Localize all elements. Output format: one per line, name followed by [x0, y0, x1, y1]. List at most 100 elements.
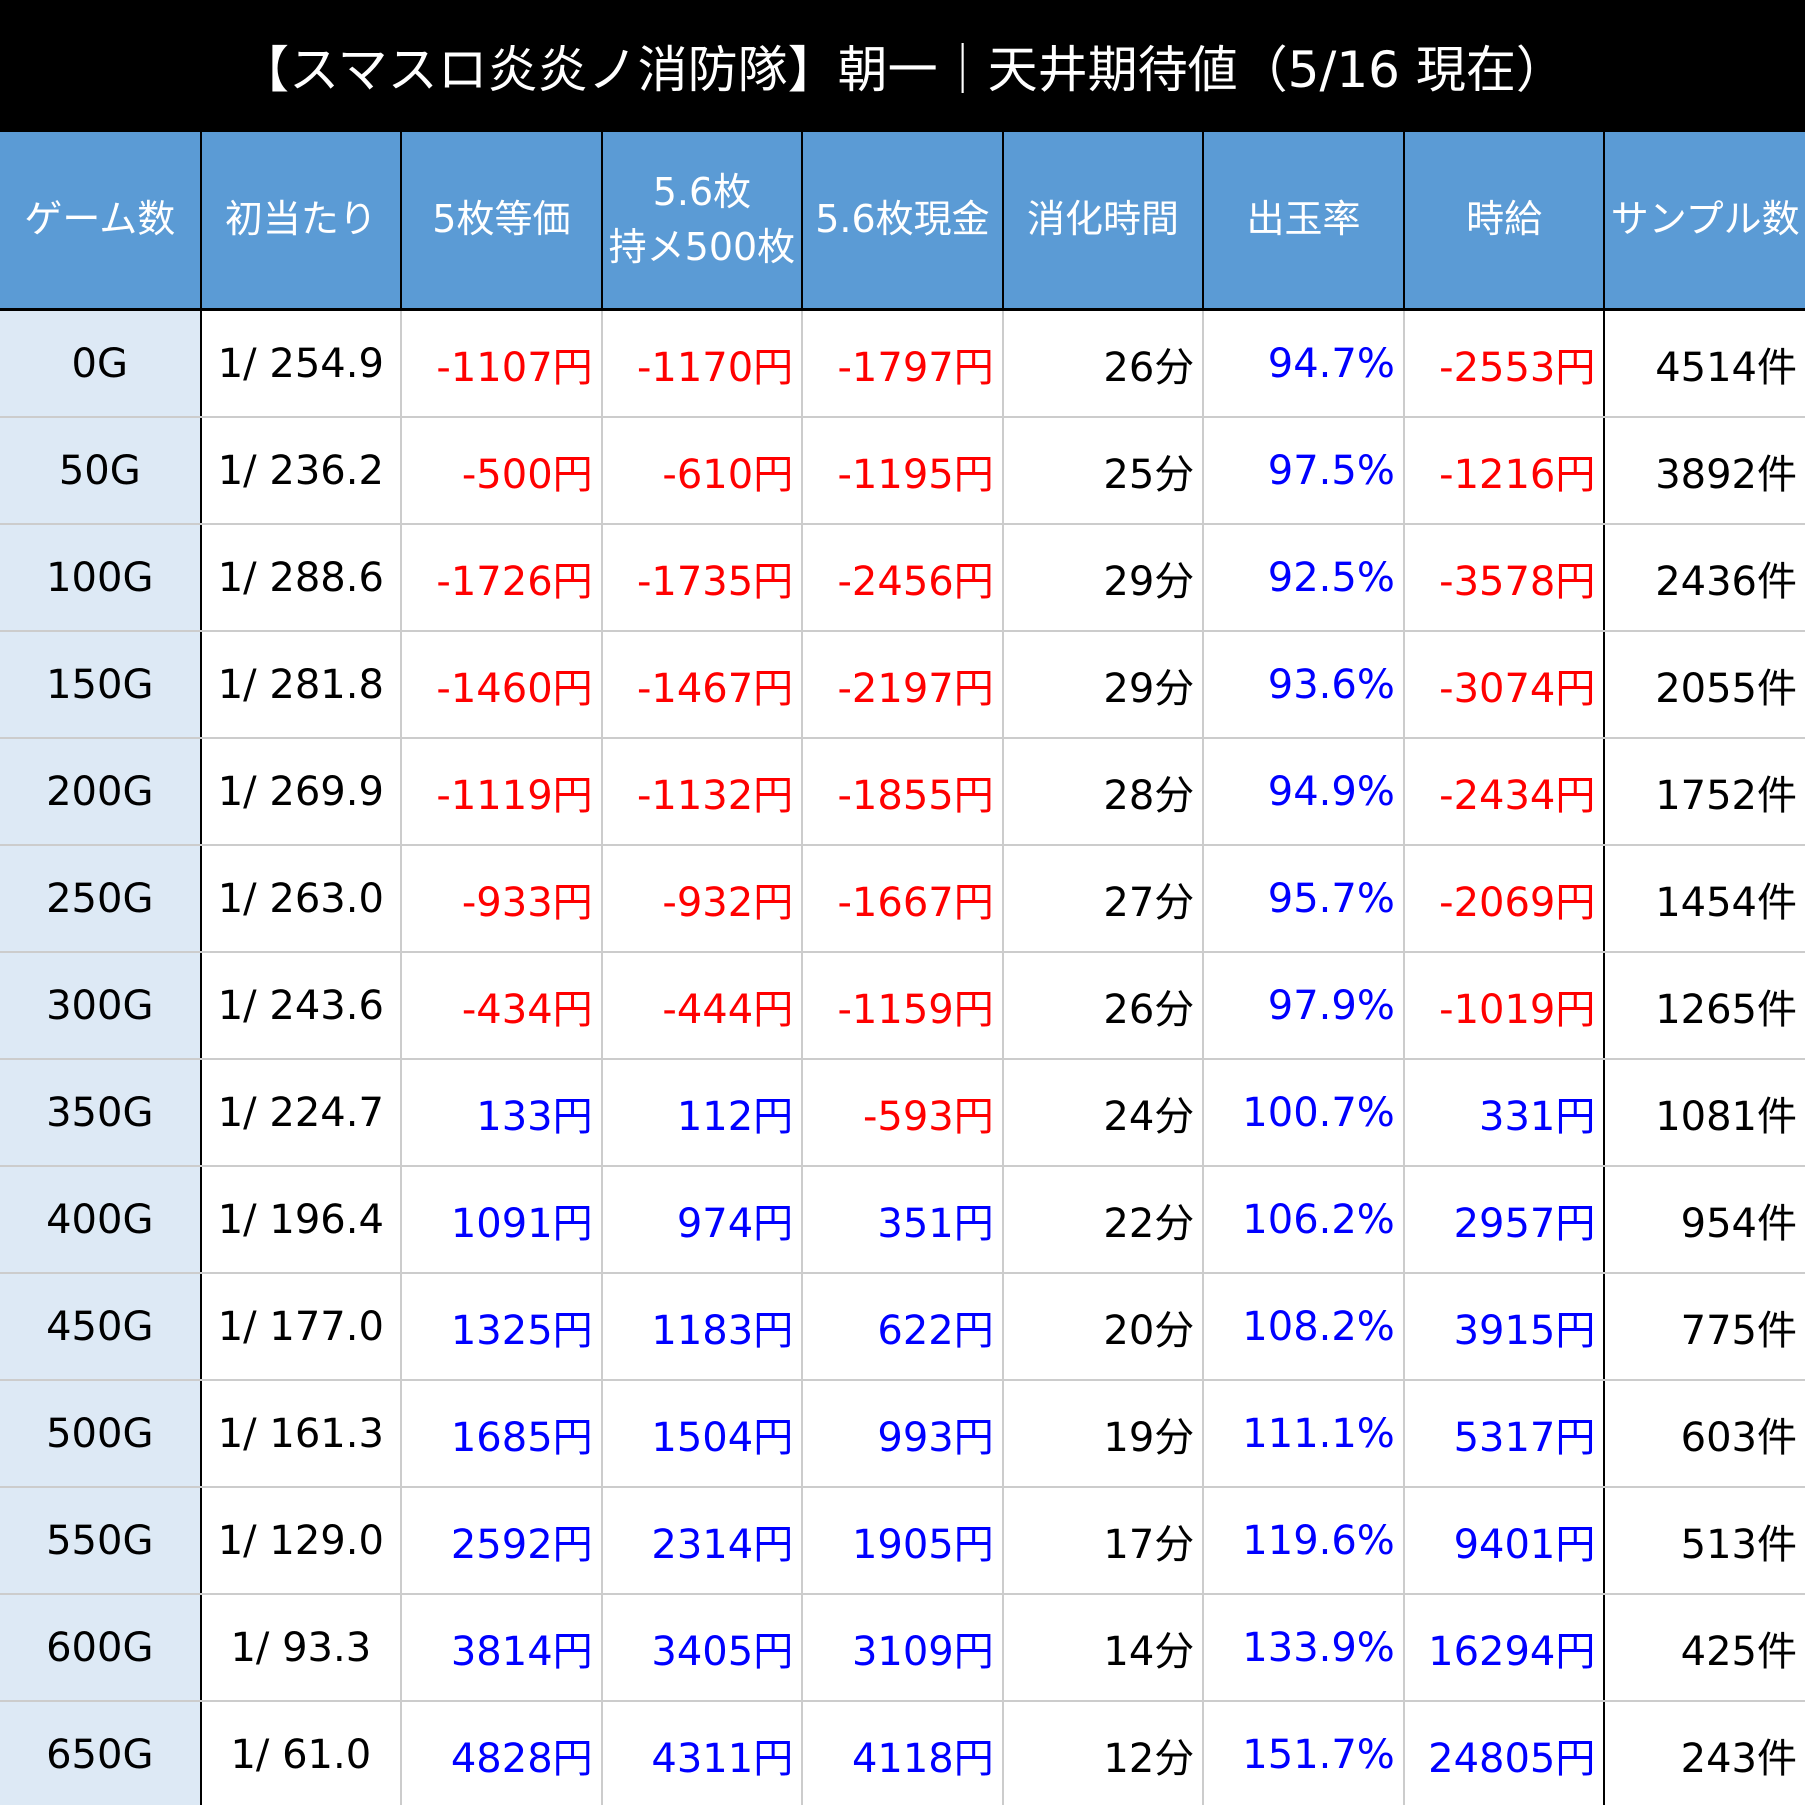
table-body: 0G 1/ 254.9 -1107円 -1170円 -1797円 26分 94.7% -255… [0, 309, 1805, 1805]
table-cell: 97.9% [1203, 952, 1405, 1060]
table-cell: 1265件 [1604, 952, 1805, 1060]
table-cell: -1132円 [601, 738, 804, 846]
table-cell: 400G [0, 1166, 202, 1274]
table-cell: 2957円 [1403, 1166, 1606, 1274]
table-cell: 27分 [1002, 845, 1205, 953]
table-cell: -2197円 [802, 631, 1004, 739]
table-row: 50G 1/ 236.2 -500円 -610円 -1195円 25分 97.5% -1216… [0, 417, 1805, 525]
table-cell: 425件 [1604, 1594, 1805, 1702]
table-cell: 4828円 [401, 1701, 603, 1805]
table-cell: -1195円 [802, 417, 1004, 525]
table-cell: 150G [0, 631, 202, 739]
table-cell: 4311円 [601, 1701, 804, 1805]
table-cell: -610円 [601, 417, 804, 525]
table-row: 650G 1/ 61.0 4828円 4311円 4118円 12分 151.7% 24805… [0, 1701, 1805, 1805]
table-cell: 622円 [802, 1273, 1004, 1381]
table-cell: -1119円 [401, 738, 603, 846]
table-cell: 25分 [1002, 417, 1205, 525]
table-cell: 603件 [1604, 1380, 1805, 1488]
table-cell: 111.1% [1203, 1380, 1405, 1488]
table-cell: 1/ 281.8 [200, 631, 403, 739]
table-cell: 1/ 224.7 [200, 1059, 403, 1167]
table-cell: 775件 [1604, 1273, 1805, 1381]
table-cell: 2436件 [1604, 524, 1805, 632]
table-cell: 600G [0, 1594, 202, 1702]
table-cell: 1/ 61.0 [200, 1701, 403, 1805]
table-cell: 97.5% [1203, 417, 1405, 525]
table-cell: 350G [0, 1059, 202, 1167]
table-row: 300G 1/ 243.6 -434円 -444円 -1159円 26分 97.9% -101… [0, 952, 1805, 1060]
table-cell: 500G [0, 1380, 202, 1488]
table-cell: -1735円 [601, 524, 804, 632]
table-cell: 151.7% [1203, 1701, 1405, 1805]
table-cell: 24分 [1002, 1059, 1205, 1167]
table-cell: 119.6% [1203, 1487, 1405, 1595]
table-cell: 243件 [1604, 1701, 1805, 1805]
table-cell: -1460円 [401, 631, 603, 739]
table-cell: 351円 [802, 1166, 1004, 1274]
table-cell: 1454件 [1604, 845, 1805, 953]
table-cell: -1855円 [802, 738, 1004, 846]
table-cell: 19分 [1002, 1380, 1205, 1488]
table-cell: -1107円 [401, 309, 603, 418]
column-header: 出玉率 [1203, 132, 1405, 311]
table-row: 250G 1/ 263.0 -933円 -932円 -1667円 27分 95.7% -206… [0, 845, 1805, 953]
table-cell: 1/ 269.9 [200, 738, 403, 846]
table-cell: 3892件 [1604, 417, 1805, 525]
table-cell: 100G [0, 524, 202, 632]
table-cell: 0G [0, 309, 202, 418]
column-header: ゲーム数 [0, 132, 202, 311]
table-cell: 108.2% [1203, 1273, 1405, 1381]
table-cell: 200G [0, 738, 202, 846]
table-row: 550G 1/ 129.0 2592円 2314円 1905円 17分 119.6% 9401… [0, 1487, 1805, 1595]
table-cell: 1/ 236.2 [200, 417, 403, 525]
table-cell: 100.7% [1203, 1059, 1405, 1167]
column-header: 5.6枚現金 [802, 132, 1004, 311]
title: 【スマスロ炎炎ノ消防隊】朝一｜天井期待値（5/16 現在） [0, 0, 1805, 132]
table-cell: -1797円 [802, 309, 1004, 418]
table-cell: -3074円 [1403, 631, 1606, 739]
table-cell: -1467円 [601, 631, 804, 739]
table-row: 450G 1/ 177.0 1325円 1183円 622円 20分 108.2% 3915円… [0, 1273, 1805, 1381]
table-cell: 24805円 [1403, 1701, 1606, 1805]
table-row: 350G 1/ 224.7 133円 112円 -593円 24分 100.7% 331円 10… [0, 1059, 1805, 1167]
table-cell: -2069円 [1403, 845, 1606, 953]
table-cell: -932円 [601, 845, 804, 953]
table-cell: 133円 [401, 1059, 603, 1167]
table-cell: 5317円 [1403, 1380, 1606, 1488]
table-row: 500G 1/ 161.3 1685円 1504円 993円 19分 111.1% 5317円… [0, 1380, 1805, 1488]
table-cell: 1/ 177.0 [200, 1273, 403, 1381]
table-cell: 93.6% [1203, 631, 1405, 739]
table-row: 600G 1/ 93.3 3814円 3405円 3109円 14分 133.9% 16294… [0, 1594, 1805, 1702]
table-cell: 300G [0, 952, 202, 1060]
table-cell: -1170円 [601, 309, 804, 418]
table-cell: 450G [0, 1273, 202, 1381]
table-cell: 550G [0, 1487, 202, 1595]
table-cell: 1/ 243.6 [200, 952, 403, 1060]
table-cell: 1081件 [1604, 1059, 1805, 1167]
table-cell: -2553円 [1403, 309, 1606, 418]
table-cell: 14分 [1002, 1594, 1205, 1702]
header-row: ゲーム数 初当たり 5枚等価 5.6枚 持メ500枚 5.6枚現金 消化時間 出玉率 時給 サン… [0, 132, 1805, 311]
table-cell: -2434円 [1403, 738, 1606, 846]
table-cell: -434円 [401, 952, 603, 1060]
column-header: 5枚等価 [401, 132, 603, 311]
table-cell: 513件 [1604, 1487, 1805, 1595]
table-cell: 3405円 [601, 1594, 804, 1702]
table-cell: 250G [0, 845, 202, 953]
table-cell: 22分 [1002, 1166, 1205, 1274]
table-cell: -1019円 [1403, 952, 1606, 1060]
table-cell: 1905円 [802, 1487, 1004, 1595]
table-cell: -593円 [802, 1059, 1004, 1167]
column-header: 5.6枚 持メ500枚 [601, 132, 804, 311]
column-header: 時給 [1403, 132, 1606, 311]
table-row: 100G 1/ 288.6 -1726円 -1735円 -2456円 29分 92.5% -3… [0, 524, 1805, 632]
table-cell: 3915円 [1403, 1273, 1606, 1381]
table-cell: 4118円 [802, 1701, 1004, 1805]
column-header: サンプル数 [1604, 132, 1805, 311]
table-cell: 331円 [1403, 1059, 1606, 1167]
table-cell: 95.7% [1203, 845, 1405, 953]
table-cell: 2314円 [601, 1487, 804, 1595]
table-cell: 3109円 [802, 1594, 1004, 1702]
table-cell: 106.2% [1203, 1166, 1405, 1274]
